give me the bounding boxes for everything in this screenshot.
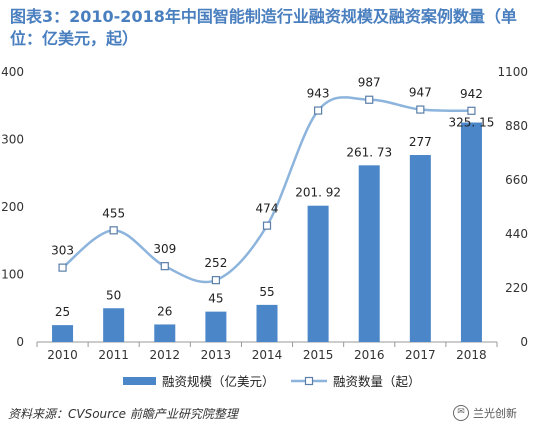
axes: 0 100 200 300 400 0 220 440 660 880 1100 2010 2011 20… <box>1 65 528 362</box>
line-value-label: 309 <box>153 242 176 256</box>
x-tick-label: 2018 <box>456 348 487 362</box>
line-point <box>160 262 169 271</box>
y-left-tick-label: 0 <box>16 335 24 349</box>
line-point <box>467 106 476 115</box>
bar-value-label: 25 <box>55 305 70 319</box>
line-point <box>109 226 118 235</box>
bar-value-label: 201. 92 <box>295 186 341 200</box>
line-value-label: 252 <box>204 256 227 270</box>
legend: 融资规模（亿美元） 融资数量（起） <box>123 374 421 389</box>
watermark: ✉ 兰光创新 <box>453 405 517 421</box>
y-left-tick-label: 100 <box>1 268 24 282</box>
line-value-label: 987 <box>358 76 381 90</box>
x-tick-label: 2011 <box>98 348 129 362</box>
bar-value-label: 325. 15 <box>449 116 495 130</box>
y-right-tick-label: 1100 <box>497 65 528 79</box>
y-right-tick-label: 440 <box>505 227 528 241</box>
bar <box>103 308 125 342</box>
line-point <box>314 106 323 115</box>
chart-title: 图表3：2010-2018年中国智能制造行业融资规模及融资案例数量（单位：亿美元… <box>10 7 517 48</box>
x-tick-label: 2010 <box>47 348 78 362</box>
source-note: 资料来源：CVSource 前瞻产业研究院整理 <box>8 407 238 421</box>
bar <box>154 324 176 342</box>
watermark-text: 兰光创新 <box>473 407 517 420</box>
legend-line-marker <box>304 376 314 386</box>
line-value-label: 943 <box>307 87 330 101</box>
y-left-tick-label: 200 <box>1 200 24 214</box>
x-tick-label: 2012 <box>150 348 181 362</box>
line-value-label: 303 <box>51 244 74 258</box>
bar-value-label: 50 <box>106 288 121 302</box>
bar-value-label: 55 <box>259 285 274 299</box>
y-right-tick-label: 660 <box>505 173 528 187</box>
legend-bar-label: 融资规模（亿美元） <box>162 374 275 389</box>
line-value-label: 947 <box>409 86 432 100</box>
bar <box>460 122 482 343</box>
line-point <box>211 276 220 285</box>
bar-value-label: 277 <box>409 135 432 149</box>
line-series <box>58 95 476 285</box>
legend-line-label: 融资数量（起） <box>333 374 421 389</box>
bar-value-label: 261. 73 <box>346 145 392 159</box>
y-left-tick-label: 400 <box>1 65 24 79</box>
line-value-label: 474 <box>256 202 279 216</box>
x-tick-label: 2015 <box>303 348 334 362</box>
bar-value-label: 45 <box>208 292 223 306</box>
bar <box>205 311 227 342</box>
bar <box>358 165 380 342</box>
y-right-tick-label: 880 <box>505 119 528 133</box>
data-labels: 25 50 26 45 55 201. 92 261. 73 277 325. 15 303 455… <box>51 76 494 319</box>
line-point <box>365 95 374 104</box>
line-value-label: 942 <box>460 87 483 101</box>
bar <box>307 205 329 342</box>
bar <box>256 304 278 342</box>
line-point <box>58 263 67 272</box>
bar-value-label: 26 <box>157 304 172 318</box>
x-tick-label: 2014 <box>252 348 283 362</box>
x-tick-label: 2016 <box>354 348 385 362</box>
bar-series <box>52 122 482 343</box>
y-right-tick-label: 0 <box>520 335 528 349</box>
line-point <box>262 221 272 230</box>
wechat-icon: ✉ <box>453 405 469 421</box>
line-value-label: 455 <box>102 206 125 220</box>
bar <box>409 155 431 342</box>
x-tick-label: 2013 <box>201 348 232 362</box>
line-point <box>416 105 425 114</box>
x-tick-label: 2017 <box>405 348 436 362</box>
y-left-tick-label: 300 <box>1 133 24 147</box>
bar <box>52 325 74 342</box>
y-right-tick-label: 220 <box>505 281 528 295</box>
legend-bar-swatch <box>123 377 156 385</box>
